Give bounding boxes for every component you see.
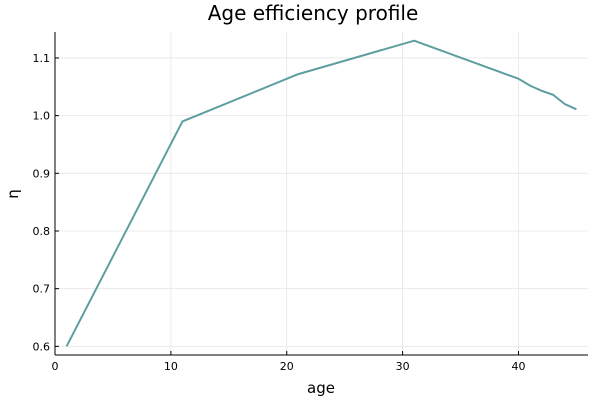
y-tick-label: 1.0 bbox=[33, 110, 51, 123]
x-tick-label: 30 bbox=[396, 360, 410, 373]
y-tick-label: 0.6 bbox=[33, 340, 51, 353]
y-tick-label: 0.8 bbox=[33, 225, 51, 238]
y-axis-label: η bbox=[4, 189, 22, 199]
x-tick-label: 0 bbox=[52, 360, 59, 373]
y-tick-label: 0.9 bbox=[33, 167, 51, 180]
y-tick-label: 0.7 bbox=[33, 283, 51, 296]
x-tick-label: 10 bbox=[164, 360, 178, 373]
x-tick-label: 20 bbox=[280, 360, 294, 373]
x-ticks: 0 10 20 30 40 bbox=[52, 351, 525, 373]
chart-title: Age efficiency profile bbox=[208, 1, 419, 25]
x-tick-label: 40 bbox=[511, 360, 525, 373]
axes bbox=[54, 32, 588, 356]
x-axis-label: age bbox=[307, 379, 335, 397]
series-line bbox=[65, 39, 577, 347]
series-group bbox=[65, 39, 577, 347]
y-tick-label: 1.1 bbox=[33, 52, 51, 65]
y-ticks: 0.6 0.7 0.8 0.9 1.0 1.1 bbox=[33, 52, 59, 353]
grid bbox=[54, 32, 588, 355]
